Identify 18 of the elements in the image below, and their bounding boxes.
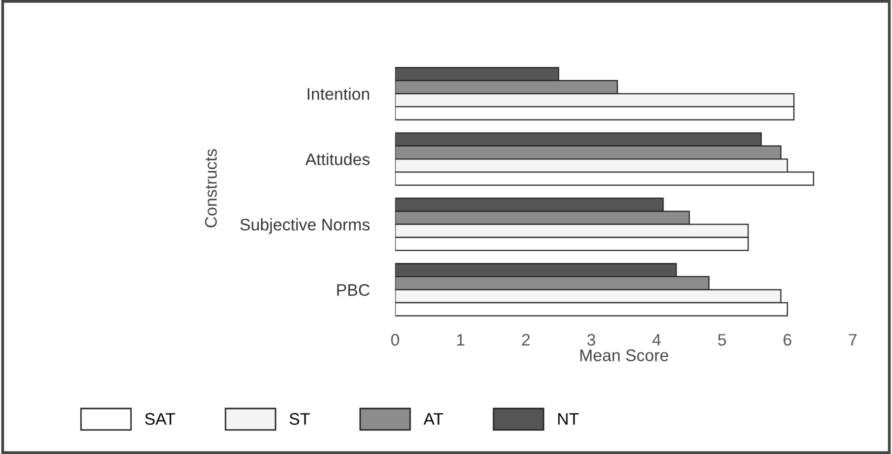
y-tick-label: PBC [337,284,370,296]
x-tick-label: 2 [522,334,530,346]
y-tick-label: Attitudes [305,152,370,166]
y-axis-title: Constructs [205,149,217,228]
x-tick-label: 4 [652,334,661,346]
legend-label: ST [290,413,310,425]
x-tick-label: 5 [718,334,726,346]
x-tick-label: 7 [848,334,857,346]
legend-label: AT [424,413,444,425]
x-axis-title: Mean Score [580,349,668,362]
y-tick-label: Subjective Norms [240,218,370,234]
x-tick-label: 1 [457,334,464,346]
legend-label: SAT [145,413,176,425]
x-tick-label: 3 [587,334,596,346]
x-tick-label: 0 [391,334,400,346]
legend-label: NT [558,413,579,425]
y-tick-label: Intention [308,88,370,100]
x-tick-label: 6 [784,334,792,346]
